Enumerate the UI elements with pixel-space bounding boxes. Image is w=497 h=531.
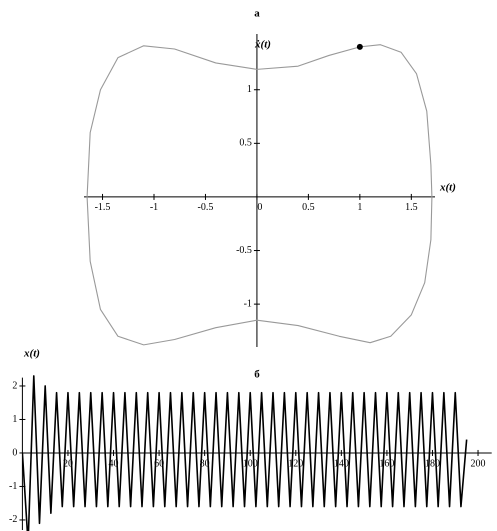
x-tick-label: 40 <box>109 458 119 469</box>
y-tick-label: 0 <box>12 447 17 458</box>
x-tick-label: 1.5 <box>405 202 418 213</box>
x-tick-label: 1 <box>357 202 362 213</box>
y-tick-label: 0.5 <box>239 138 252 149</box>
y-tick-label: -1 <box>9 481 17 492</box>
x-tick-label: 180 <box>425 458 440 469</box>
x-tick-label: 80 <box>200 458 210 469</box>
curve <box>22 375 468 531</box>
x-tick-label: 200 <box>471 458 486 469</box>
x-tick-label: 160 <box>379 458 394 469</box>
x-tick-label: 0.5 <box>302 202 315 213</box>
y-tick-label: -2 <box>9 514 17 525</box>
x-tick-label: 20 <box>63 458 73 469</box>
y-tick-label: 1 <box>247 84 252 95</box>
x-tick-label: 140 <box>334 458 349 469</box>
plot-area <box>86 44 433 346</box>
x-axis-label: x(t) <box>439 182 456 194</box>
chart-title: а <box>254 8 260 20</box>
x-tick-label: 120 <box>288 458 303 469</box>
y-tick-label: 2 <box>12 380 17 391</box>
plot-area <box>22 375 468 531</box>
x-tick-label: 0 <box>257 202 262 213</box>
x-tick-label: 100 <box>243 458 258 469</box>
curve <box>86 44 433 346</box>
y-tick-label: -1 <box>244 298 252 309</box>
y-tick-label: -0.5 <box>236 245 252 256</box>
x-tick-label: -1 <box>150 202 158 213</box>
y-tick-label: 1 <box>12 414 17 425</box>
x-tick-label: -0.5 <box>198 202 214 213</box>
point-marker <box>356 43 363 50</box>
x-tick-label: -1.5 <box>95 202 111 213</box>
x-tick-label: 60 <box>154 458 164 469</box>
y-axis-label: ẋ(t) <box>254 39 271 51</box>
chart-title: б <box>254 369 260 381</box>
y-axis-label: x(t) <box>23 348 40 360</box>
